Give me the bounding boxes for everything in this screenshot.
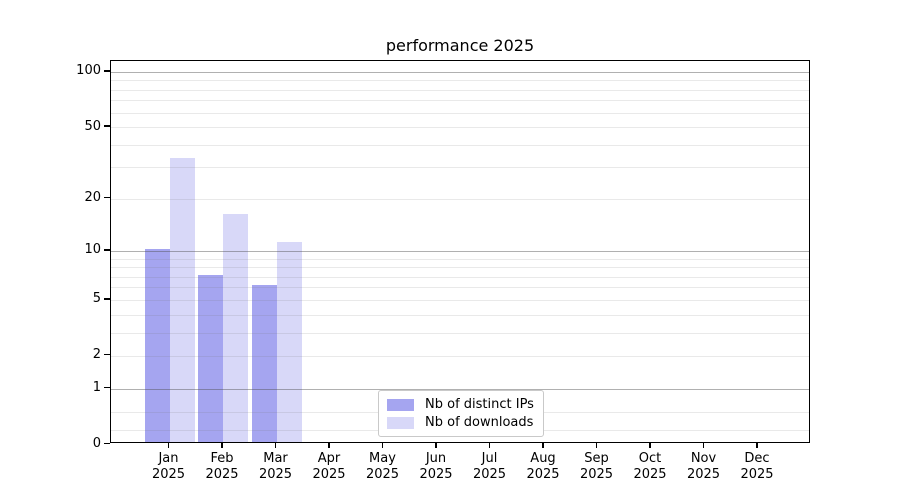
bar-downloads-mar [276, 241, 302, 442]
y-tick-mark [104, 442, 110, 445]
x-tick-year: 2025 [472, 467, 507, 482]
y-tick-label: 1 [92, 380, 101, 396]
x-tick-month: Sep [584, 451, 609, 466]
x-tick-year: 2025 [740, 467, 774, 482]
plot-area [110, 60, 810, 443]
x-tick-label-mar: Mar 2025 [246, 451, 306, 483]
x-tick-mark [221, 443, 223, 448]
x-tick-month: Jul [481, 451, 498, 466]
x-tick-mark [435, 443, 437, 448]
x-tick-mark [595, 443, 598, 448]
y-tick-label: 10 [84, 242, 101, 258]
x-tick-month: Dec [744, 451, 770, 466]
y-tick-mark [104, 354, 110, 356]
x-tick-year: 2025 [258, 467, 293, 482]
x-tick-year: 2025 [686, 467, 721, 482]
legend-swatch-downloads [387, 416, 414, 429]
y-tick-label: 5 [92, 291, 101, 307]
bar-distinct-ips-jan [144, 248, 170, 442]
x-tick-mark [756, 443, 758, 448]
y-tick-label: 50 [84, 118, 101, 134]
x-tick-year: 2025 [205, 467, 239, 482]
bar-distinct-ips-mar [251, 285, 277, 442]
x-tick-month: Aug [530, 451, 556, 466]
x-tick-month: Nov [690, 451, 717, 466]
y-tick-mark [104, 298, 110, 300]
chart-title: performance 2025 [385, 36, 535, 55]
legend-swatch-distinct-ips [387, 398, 414, 411]
y-tick-label: 100 [76, 63, 101, 79]
x-tick-label-feb: Feb 2025 [192, 451, 252, 483]
legend-label-downloads: Nb of downloads [425, 415, 534, 430]
y-tick-mark [104, 386, 110, 389]
x-tick-month: Oct [638, 451, 662, 466]
x-tick-month: May [369, 451, 396, 466]
legend-item-downloads: Nb of downloads [387, 415, 535, 430]
x-tick-month: Jan [158, 451, 179, 466]
x-tick-mark [328, 443, 330, 448]
x-tick-label-jan: Jan 2025 [139, 451, 199, 483]
x-tick-label-jun: Jun 2025 [406, 451, 466, 483]
x-tick-label-apr: Apr 2025 [299, 451, 359, 483]
x-tick-year: 2025 [633, 467, 667, 482]
legend-item-distinct-ips: Nb of distinct IPs [387, 397, 535, 412]
y-tick-mark [104, 196, 110, 199]
x-tick-mark [274, 443, 277, 448]
x-tick-label-jul: Jul 2025 [460, 451, 520, 483]
x-tick-label-dec: Dec 2025 [727, 451, 787, 483]
y-tick-label: 0 [92, 436, 101, 451]
x-tick-label-aug: Aug 2025 [513, 451, 573, 483]
y-tick-mark [104, 249, 110, 251]
x-tick-label-nov: Nov 2025 [674, 451, 734, 483]
y-tick-label: 2 [92, 347, 101, 363]
x-tick-label-sep: Sep 2025 [567, 451, 627, 483]
bar-downloads-feb [223, 213, 248, 442]
legend: Nb of distinct IPs Nb of downloads [378, 390, 544, 437]
x-tick-year: 2025 [312, 467, 346, 482]
y-tick-label: 20 [84, 190, 101, 206]
x-tick-month: Apr [317, 451, 341, 466]
y-tick-mark [104, 70, 110, 72]
x-tick-mark [702, 443, 705, 448]
x-tick-year: 2025 [419, 467, 453, 482]
x-tick-label-oct: Oct 2025 [620, 451, 680, 483]
x-tick-label-may: May 2025 [353, 451, 413, 483]
x-tick-year: 2025 [526, 467, 560, 482]
x-tick-year: 2025 [365, 467, 400, 482]
x-tick-month: Jun [425, 451, 447, 466]
x-tick-mark [488, 443, 491, 448]
y-tick-mark [104, 125, 110, 127]
bars [111, 61, 809, 442]
x-tick-mark [649, 443, 651, 448]
x-tick-year: 2025 [151, 467, 186, 482]
bar-distinct-ips-feb [198, 274, 223, 442]
x-tick-mark [542, 443, 544, 448]
x-tick-month: Mar [263, 451, 288, 466]
x-tick-mark [167, 443, 170, 448]
x-tick-year: 2025 [579, 467, 614, 482]
legend-label-distinct-ips: Nb of distinct IPs [425, 397, 534, 412]
x-tick-mark [381, 443, 384, 448]
x-tick-month: Feb [210, 451, 234, 466]
bar-downloads-jan [169, 157, 195, 442]
